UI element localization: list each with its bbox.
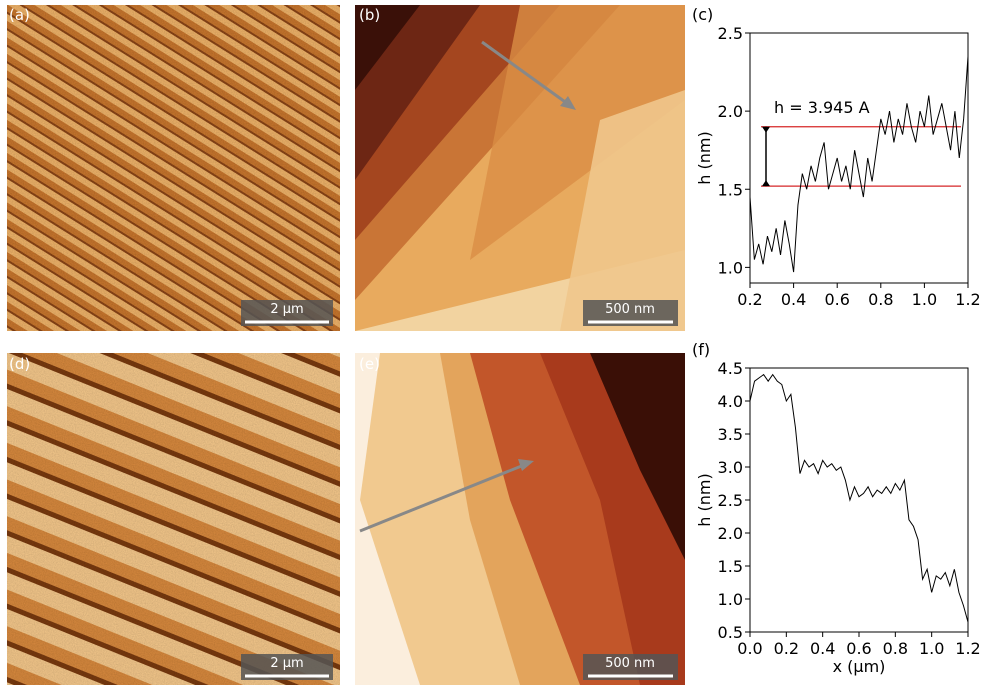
panel-label: (b) [359, 6, 380, 24]
y-tick-label: 2.0 [718, 524, 743, 543]
x-tick-label: 0.6 [846, 639, 871, 658]
plot-frame [750, 368, 968, 632]
panel-label: (d) [9, 355, 30, 373]
panel-label: (f) [692, 340, 710, 359]
y-tick-label: 3.0 [718, 458, 743, 477]
annotation: h = 3.945 A [774, 98, 870, 117]
scale-bar-label: 2 µm [270, 656, 303, 671]
x-tick-label: 1.2 [955, 639, 980, 658]
arrow-head [762, 180, 770, 186]
y-tick-label: 1.5 [718, 557, 743, 576]
data-line [750, 375, 968, 622]
y-tick-label: 2.5 [718, 24, 743, 43]
x-tick-label: 1.0 [919, 639, 944, 658]
afm-image-a: (a) 2 µm [7, 5, 340, 331]
figure: (a) 2 µm (b) 500 nm (d) 2 µm [0, 0, 987, 688]
x-tick-label: 0.2 [737, 290, 762, 309]
x-tick-label: 1.0 [912, 290, 937, 309]
panel-label: (e) [359, 355, 380, 373]
scale-bar-label: 2 µm [270, 302, 303, 317]
scale-bar-label: 500 nm [605, 656, 655, 671]
y-axis-label: h (nm) [695, 131, 714, 184]
y-tick-label: 1.0 [718, 258, 743, 277]
y-tick-label: 2.0 [718, 102, 743, 121]
x-tick-label: 0.2 [774, 639, 799, 658]
afm-image-d: (d) 2 µm [7, 353, 340, 685]
y-tick-label: 1.5 [718, 180, 743, 199]
panel-label: (c) [692, 5, 713, 24]
scale-bar-label: 500 nm [605, 302, 655, 317]
x-tick-label: 0.4 [810, 639, 835, 658]
plot-frame [750, 33, 968, 283]
y-tick-label: 4.5 [718, 359, 743, 378]
x-tick-label: 0.8 [883, 639, 908, 658]
y-tick-label: 4.0 [718, 392, 743, 411]
x-tick-label: 0.6 [824, 290, 849, 309]
panel-label: (a) [9, 6, 30, 24]
y-axis-label: h (nm) [695, 473, 714, 526]
x-tick-label: 1.2 [955, 290, 980, 309]
x-axis-label: x (µm) [833, 657, 886, 676]
afm-image-b: (b) 500 nm [355, 5, 685, 331]
x-tick-label: 0.8 [868, 290, 893, 309]
x-tick-label: 0.4 [781, 290, 806, 309]
afm-image-e: (e) 500 nm [355, 353, 685, 685]
data-line [750, 56, 968, 272]
y-tick-label: 0.5 [718, 623, 743, 642]
y-tick-label: 2.5 [718, 491, 743, 510]
y-tick-label: 3.5 [718, 425, 743, 444]
arrow-head [762, 127, 770, 133]
y-tick-label: 1.0 [718, 590, 743, 609]
